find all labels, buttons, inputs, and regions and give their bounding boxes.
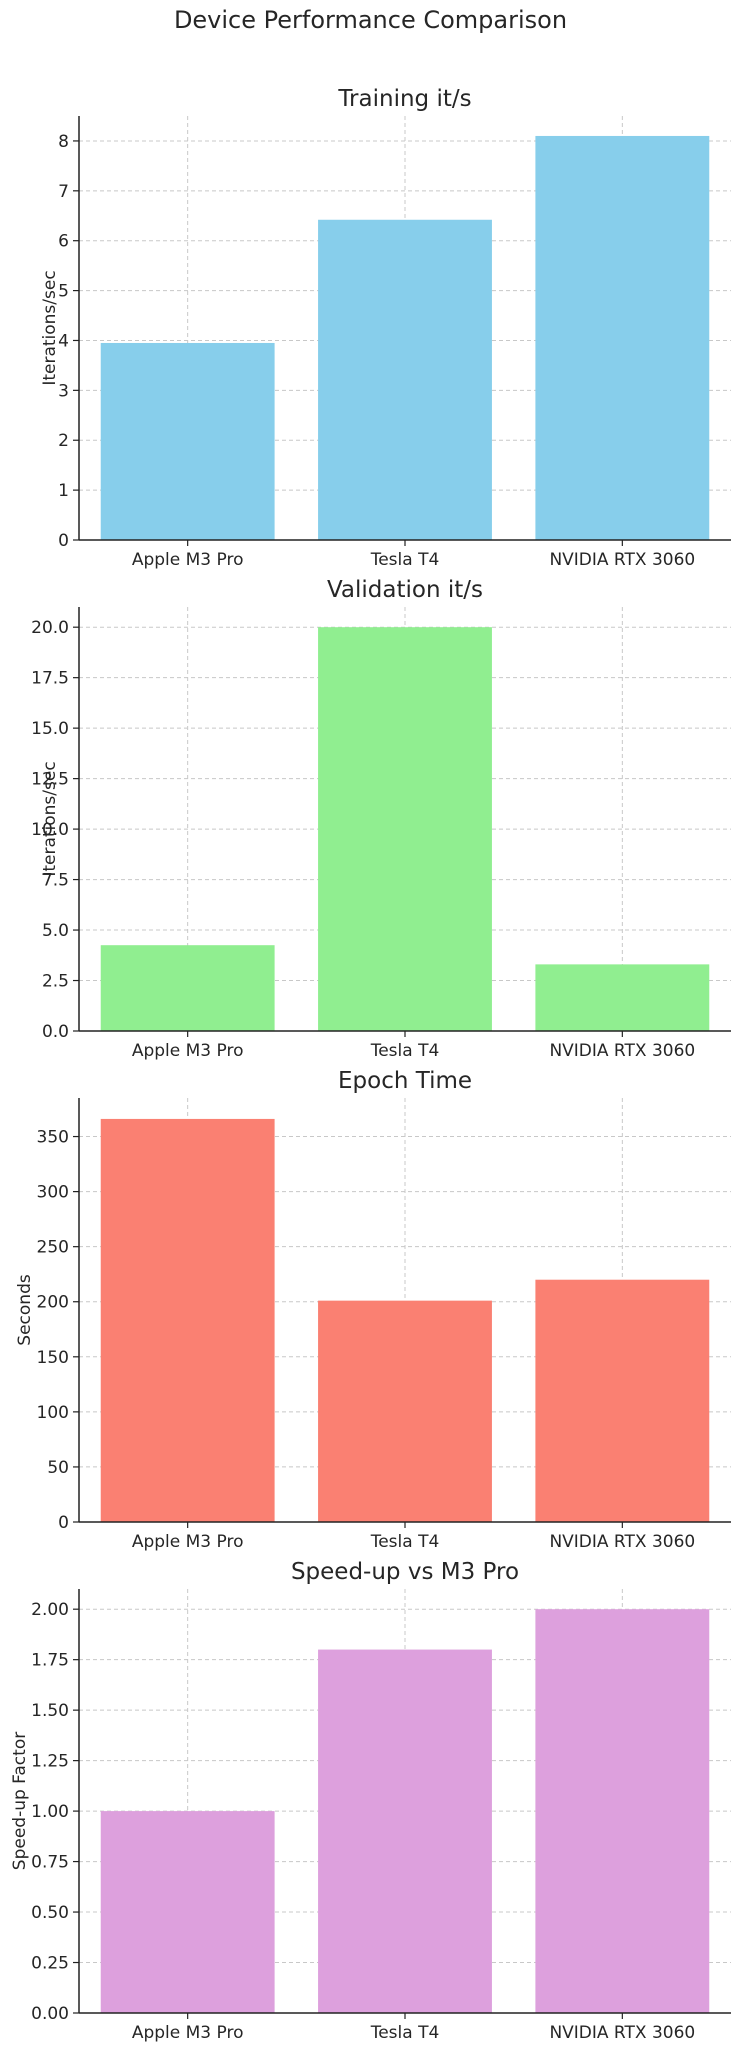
chart-2-bar-1	[100, 945, 275, 1031]
chart-1-ylabel: Iterations/sec	[40, 270, 60, 385]
chart-4-ytick-label-2: 0.50	[31, 1903, 69, 1923]
chart-3-xtick-label-3: NVIDIA RTX 3060	[549, 1532, 695, 1552]
chart-2-xtick-label-2: Tesla T4	[370, 1041, 440, 1061]
chart-3-ytick-label-5: 250	[37, 1238, 69, 1258]
chart-2-bar-3	[535, 964, 710, 1031]
chart-1-ytick-label-1: 1	[58, 481, 69, 501]
chart-3-xtick-label-2: Tesla T4	[370, 1532, 440, 1552]
chart-1-bar-1	[100, 342, 275, 540]
chart-4-ytick-label-4: 1.00	[31, 1802, 69, 1822]
chart-4-bar-1	[100, 1811, 275, 2013]
chart-2-ytick-label-5: 12.5	[31, 770, 69, 790]
chart-3-ylabel: Seconds	[15, 1274, 35, 1346]
chart-1-bar-3	[535, 135, 710, 540]
chart-4-ytick-label-5: 1.25	[31, 1752, 69, 1772]
chart-1-ytick-label-6: 6	[58, 232, 69, 252]
chart-4-ytick-label-6: 1.50	[31, 1701, 69, 1721]
chart-4-bar-3	[535, 1609, 710, 2013]
chart-2-ytick-label-4: 10.0	[31, 820, 69, 840]
chart-3-bar-2	[318, 1300, 492, 1522]
chart-2-title: Validation it/s	[327, 577, 483, 603]
chart-4-bar-2	[318, 1649, 492, 2013]
chart-1-bar-2	[318, 219, 492, 540]
chart-2-ylabel: Iterations/sec	[40, 761, 60, 876]
chart-3-ytick-label-7: 350	[37, 1128, 69, 1148]
chart-1-ytick-label-5: 5	[58, 282, 69, 302]
chart-1-ytick-label-0: 0	[58, 531, 69, 551]
chart-3-ytick-label-6: 300	[37, 1183, 69, 1203]
chart-1-ytick-label-7: 7	[58, 182, 69, 202]
chart-3-bar-3	[535, 1279, 710, 1522]
chart-2-xtick-label-3: NVIDIA RTX 3060	[549, 1041, 695, 1061]
chart-3-ytick-label-0: 0	[58, 1513, 69, 1533]
chart-3-title: Epoch Time	[338, 1068, 472, 1094]
chart-1-title: Training it/s	[337, 86, 471, 112]
chart-4-title: Speed-up vs M3 Pro	[291, 1559, 519, 1585]
chart-4-xtick-label-1: Apple M3 Pro	[132, 2023, 244, 2043]
chart-3-ytick-label-1: 50	[47, 1458, 69, 1478]
chart-3-ytick-label-2: 100	[37, 1403, 69, 1423]
chart-1-xtick-label-2: Tesla T4	[370, 550, 440, 570]
chart-1-xtick-label-3: NVIDIA RTX 3060	[549, 550, 695, 570]
chart-4-xtick-label-2: Tesla T4	[370, 2023, 440, 2043]
chart-3-bar-1	[100, 1118, 275, 1522]
chart-2-ytick-label-0: 0.0	[42, 1022, 69, 1042]
chart-2-ytick-label-6: 15.0	[31, 719, 69, 739]
chart-4-ylabel: Speed-up Factor	[10, 1732, 30, 1870]
chart-2-bar-2	[318, 627, 492, 1031]
chart-4-ytick-label-1: 0.25	[31, 1954, 69, 1974]
figure-title: Device Performance Comparison	[173, 6, 568, 34]
chart-1-ytick-label-8: 8	[58, 132, 69, 152]
chart-2-ytick-label-3: 7.5	[42, 871, 69, 891]
chart-1-ytick-label-2: 2	[58, 431, 69, 451]
chart-4-ytick-label-7: 1.75	[31, 1651, 69, 1671]
chart-2-ytick-label-7: 17.5	[31, 669, 69, 689]
chart-2-ytick-label-8: 20.0	[31, 618, 69, 638]
chart-4-ytick-label-8: 2.00	[31, 1600, 69, 1620]
chart-4-xtick-label-3: NVIDIA RTX 3060	[549, 2023, 695, 2043]
chart-3-ytick-label-4: 200	[37, 1293, 69, 1313]
chart-3-xtick-label-1: Apple M3 Pro	[132, 1532, 244, 1552]
chart-1-xtick-label-1: Apple M3 Pro	[132, 550, 244, 570]
chart-2-ytick-label-1: 2.5	[42, 972, 69, 992]
chart-4-ytick-label-0: 0.00	[31, 2004, 69, 2024]
chart-4-ytick-label-3: 0.75	[31, 1853, 69, 1873]
chart-2-ytick-label-2: 5.0	[42, 921, 69, 941]
chart-1-ytick-label-4: 4	[58, 331, 69, 351]
chart-2-xtick-label-1: Apple M3 Pro	[132, 1041, 244, 1061]
chart-3-ytick-label-3: 150	[37, 1348, 69, 1368]
chart-1-ytick-label-3: 3	[58, 381, 69, 401]
